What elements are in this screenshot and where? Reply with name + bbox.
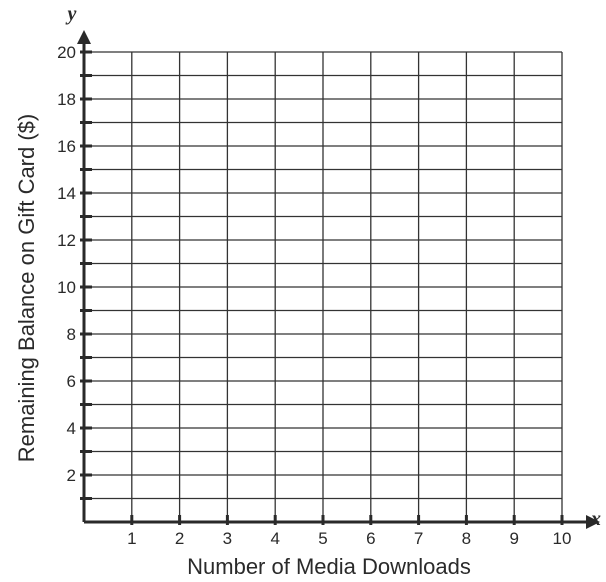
y-axis-title: Remaining Balance on Gift Card ($) bbox=[14, 114, 39, 463]
y-axis-arrow bbox=[77, 30, 91, 44]
y-tick-label: 6 bbox=[67, 372, 76, 391]
x-tick-label: 10 bbox=[553, 529, 572, 548]
x-tick-label: 3 bbox=[223, 529, 232, 548]
x-tick-label: 6 bbox=[366, 529, 375, 548]
x-axis-variable-label: x bbox=[590, 508, 601, 530]
y-tick-label: 8 bbox=[67, 325, 76, 344]
y-tick-label: 12 bbox=[57, 231, 76, 250]
x-tick-label: 5 bbox=[318, 529, 327, 548]
y-tick-label: 20 bbox=[57, 43, 76, 62]
grid-lines bbox=[84, 51, 563, 522]
y-tick-label: 18 bbox=[57, 90, 76, 109]
y-tick-label: 14 bbox=[57, 184, 76, 203]
y-tick-label: 10 bbox=[57, 278, 76, 297]
x-tick-label: 4 bbox=[270, 529, 279, 548]
y-tick-label: 2 bbox=[67, 466, 76, 485]
x-tick-label: 7 bbox=[414, 529, 423, 548]
y-tick-label: 16 bbox=[57, 137, 76, 156]
x-tick-label: 1 bbox=[127, 529, 136, 548]
x-axis-title: Number of Media Downloads bbox=[187, 554, 471, 579]
y-axis-variable-label: y bbox=[66, 3, 77, 25]
x-axis-arrow bbox=[586, 515, 600, 529]
x-tick-label: 9 bbox=[509, 529, 518, 548]
x-tick-label: 2 bbox=[175, 529, 184, 548]
axes bbox=[77, 30, 600, 529]
y-tick-label: 4 bbox=[67, 419, 76, 438]
x-tick-label: 8 bbox=[462, 529, 471, 548]
